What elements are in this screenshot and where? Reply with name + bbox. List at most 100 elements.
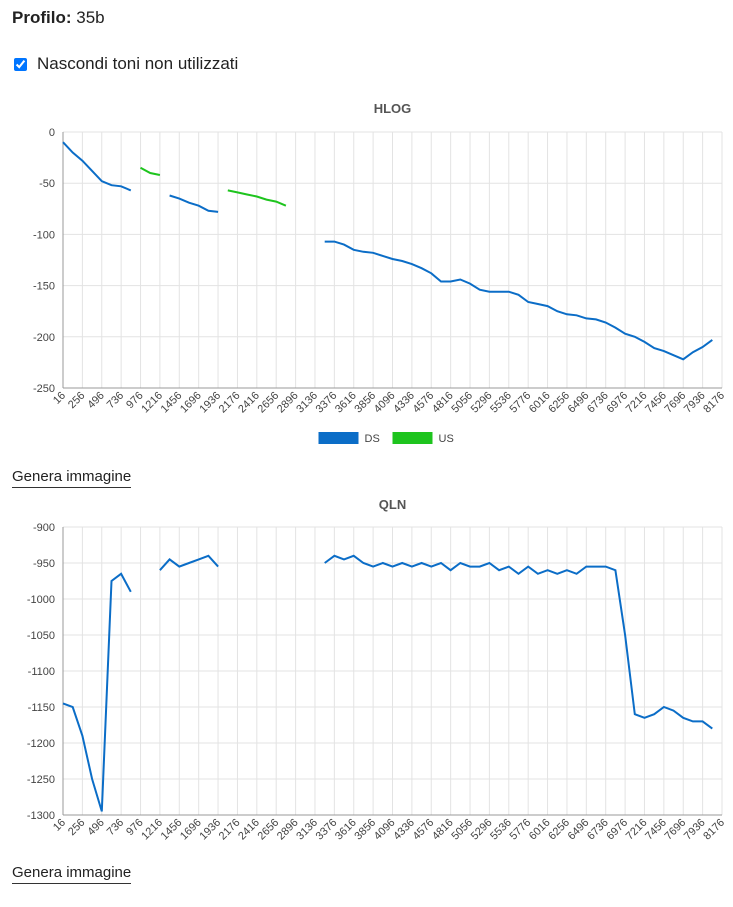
chart-title: HLOG [374,101,412,116]
y-tick-label: -1000 [27,594,55,606]
x-tick-label: 6256 [546,817,572,843]
x-tick-label: 3616 [333,390,359,416]
x-tick-label: 736 [105,390,126,411]
x-tick-label: 7696 [663,817,689,843]
qln-chart: QLN -900 -950 -1000 -1050 -1100 -1150 -1200 -125… [27,497,727,843]
x-tick-label: 2176 [217,390,243,416]
y-tick-label: -1100 [28,666,55,678]
legend-swatch [318,432,359,444]
y-tick-label: -50 [39,178,55,190]
x-tick-label: 3376 [314,817,340,843]
x-tick-label: 8176 [701,390,727,416]
x-tick-label: 736 [105,817,126,838]
x-tick-label: 2896 [275,817,301,843]
x-tick-label: 4576 [411,817,437,843]
x-tick-label: 7936 [682,390,708,416]
x-tick-label: 7936 [682,817,708,843]
x-tick-label: 7456 [643,817,669,843]
profile-row: Profilo: 35b [12,8,105,28]
x-tick-label: 4096 [372,390,398,416]
x-tick-label: 4576 [411,390,437,416]
x-tick-label: 6496 [566,390,592,416]
x-tick-label: 1456 [159,390,185,416]
x-tick-label: 4336 [391,817,417,843]
x-tick-label: 5296 [469,817,495,843]
x-tick-label: 7456 [643,390,669,416]
x-tick-label: 7216 [624,390,650,416]
x-tick-label: 3856 [352,817,378,843]
x-tick-label: 6736 [585,817,611,843]
y-tick-label: -1200 [27,738,55,750]
y-tick-label: -900 [33,522,55,534]
y-tick-label: -1050 [27,630,55,642]
x-tick-label: 3136 [294,390,320,416]
x-tick-label: 4336 [391,390,417,416]
x-tick-label: 5776 [507,817,533,843]
x-tick-label: 1936 [197,817,223,843]
x-tick-label: 1216 [139,817,165,843]
data-line [140,166,287,207]
x-tick-label: 6976 [604,817,630,843]
x-tick-label: 1456 [159,817,185,843]
x-tick-label: 2416 [236,817,262,843]
x-tick-label: 6736 [585,390,611,416]
y-tick-label: 0 [49,127,55,139]
legend-label: US [439,433,454,445]
x-tick-label: 1696 [178,390,204,416]
x-tick-label: 5536 [488,817,514,843]
x-tick-label: 256 [66,817,87,838]
legend-swatch [392,432,433,444]
x-tick-label: 3856 [352,390,378,416]
generate-image-button[interactable]: Genera immagine [12,864,132,884]
x-tick-label: 1696 [178,817,204,843]
y-tick-label: -100 [33,229,55,241]
chart-title: QLN [379,497,406,512]
x-tick-label: 3616 [333,817,359,843]
y-tick-label: -200 [33,332,55,344]
y-tick-label: -150 [33,281,55,293]
data-line [62,554,713,812]
x-tick-label: 5776 [507,390,533,416]
x-tick-label: 6016 [527,817,553,843]
x-tick-label: 5536 [488,390,514,416]
x-tick-label: 6256 [546,390,572,416]
x-tick-label: 2176 [217,817,243,843]
y-tick-label: -250 [33,383,55,395]
generate-image-button[interactable]: Genera immagine [12,468,132,488]
x-tick-label: 2896 [275,390,301,416]
x-tick-label: 5056 [449,390,475,416]
x-tick-label: 1936 [197,390,223,416]
x-tick-label: 496 [85,390,106,411]
y-tick-label: -950 [33,558,55,570]
checkbox[interactable] [14,57,27,71]
x-tick-label: 6976 [604,390,630,416]
hlog-chart: HLOG0-50-100-150-200-2501625649673697612… [33,101,727,445]
profile-label: Profilo: [12,8,72,27]
x-tick-label: 7216 [624,817,650,843]
x-tick-label: 1216 [139,390,165,416]
x-tick-label: 6496 [566,817,592,843]
data-line [62,141,713,361]
hide-tones-option[interactable]: Nascondi toni non utilizzati [14,54,238,74]
y-tick-label: -1150 [28,702,55,714]
x-tick-label: 256 [66,390,87,411]
x-tick-label: 496 [85,817,106,838]
x-tick-label: 6016 [527,390,553,416]
y-tick-label: -1300 [27,810,55,822]
x-tick-label: 5056 [449,817,475,843]
x-tick-label: 4096 [372,817,398,843]
x-tick-label: 5296 [469,390,495,416]
x-tick-label: 2656 [256,817,282,843]
x-tick-label: 4816 [430,390,456,416]
legend-label: DS [365,433,380,445]
x-tick-label: 2416 [236,390,262,416]
x-tick-label: 8176 [701,817,727,843]
x-tick-label: 3376 [314,390,340,416]
x-tick-label: 2656 [256,390,282,416]
checkbox-label: Nascondi toni non utilizzati [37,54,239,73]
x-tick-label: 7696 [663,390,689,416]
x-tick-label: 4816 [430,817,456,843]
x-tick-label: 3136 [294,817,320,843]
profile-value: 35b [76,8,105,27]
